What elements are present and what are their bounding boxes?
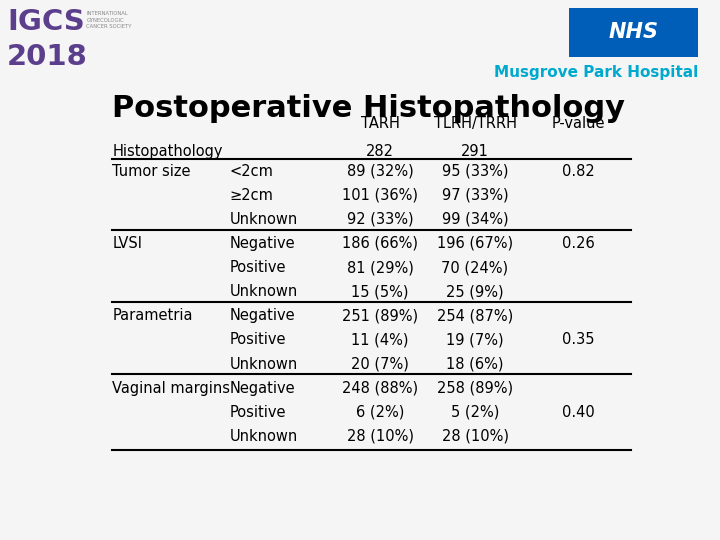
Text: Negative: Negative	[230, 236, 295, 251]
Text: 11 (4%): 11 (4%)	[351, 333, 409, 347]
Text: 97 (33%): 97 (33%)	[441, 188, 508, 202]
Text: 81 (29%): 81 (29%)	[347, 260, 413, 275]
Text: ≥2cm: ≥2cm	[230, 188, 274, 202]
Text: P-value: P-value	[552, 116, 605, 131]
Text: 186 (66%): 186 (66%)	[342, 236, 418, 251]
Text: 95 (33%): 95 (33%)	[442, 164, 508, 179]
Text: Unknown: Unknown	[230, 212, 298, 227]
Text: INTERNATIONAL
GYNECOLOGIC
CANCER SOCIETY: INTERNATIONAL GYNECOLOGIC CANCER SOCIETY	[86, 11, 132, 29]
Text: 6 (2%): 6 (2%)	[356, 405, 405, 420]
Text: 0.26: 0.26	[562, 236, 595, 251]
Text: TLRH/TRRH: TLRH/TRRH	[433, 116, 516, 131]
Text: Unknown: Unknown	[230, 429, 298, 444]
Text: Negative: Negative	[230, 381, 295, 396]
Text: 0.35: 0.35	[562, 333, 595, 347]
Text: NHS: NHS	[608, 22, 659, 43]
Text: IGCS: IGCS	[7, 8, 85, 36]
Text: Negative: Negative	[230, 308, 295, 323]
FancyBboxPatch shape	[569, 8, 698, 57]
Text: 20 (7%): 20 (7%)	[351, 356, 409, 372]
Text: 89 (32%): 89 (32%)	[347, 164, 413, 179]
Text: Positive: Positive	[230, 333, 286, 347]
Text: 92 (33%): 92 (33%)	[347, 212, 413, 227]
Text: Tumor size: Tumor size	[112, 164, 191, 179]
Text: 70 (24%): 70 (24%)	[441, 260, 508, 275]
Text: 251 (89%): 251 (89%)	[342, 308, 418, 323]
Text: 28 (10%): 28 (10%)	[346, 429, 414, 444]
Text: 101 (36%): 101 (36%)	[342, 188, 418, 202]
Text: Positive: Positive	[230, 260, 286, 275]
Text: Positive: Positive	[230, 405, 286, 420]
Text: 19 (7%): 19 (7%)	[446, 333, 504, 347]
Text: 18 (6%): 18 (6%)	[446, 356, 504, 372]
Text: 2018: 2018	[7, 43, 88, 71]
Text: <2cm: <2cm	[230, 164, 274, 179]
Text: Musgrove Park Hospital: Musgrove Park Hospital	[494, 65, 698, 80]
Text: 196 (67%): 196 (67%)	[437, 236, 513, 251]
Text: 0.82: 0.82	[562, 164, 595, 179]
Text: Unknown: Unknown	[230, 356, 298, 372]
Text: 99 (34%): 99 (34%)	[441, 212, 508, 227]
Text: 282: 282	[366, 144, 394, 159]
Text: 0.40: 0.40	[562, 405, 595, 420]
Text: TARH: TARH	[361, 116, 400, 131]
Text: 15 (5%): 15 (5%)	[351, 284, 409, 299]
Text: 254 (87%): 254 (87%)	[437, 308, 513, 323]
Text: Parametria: Parametria	[112, 308, 193, 323]
Text: 291: 291	[461, 144, 489, 159]
Text: 25 (9%): 25 (9%)	[446, 284, 504, 299]
Text: 248 (88%): 248 (88%)	[342, 381, 418, 396]
Text: LVSI: LVSI	[112, 236, 143, 251]
Text: 28 (10%): 28 (10%)	[441, 429, 508, 444]
Text: Vaginal margins: Vaginal margins	[112, 381, 230, 396]
Text: 258 (89%): 258 (89%)	[437, 381, 513, 396]
Text: Unknown: Unknown	[230, 284, 298, 299]
Text: Postoperative Histopathology: Postoperative Histopathology	[112, 94, 626, 123]
Text: Histopathology: Histopathology	[112, 144, 222, 159]
Text: 5 (2%): 5 (2%)	[451, 405, 499, 420]
